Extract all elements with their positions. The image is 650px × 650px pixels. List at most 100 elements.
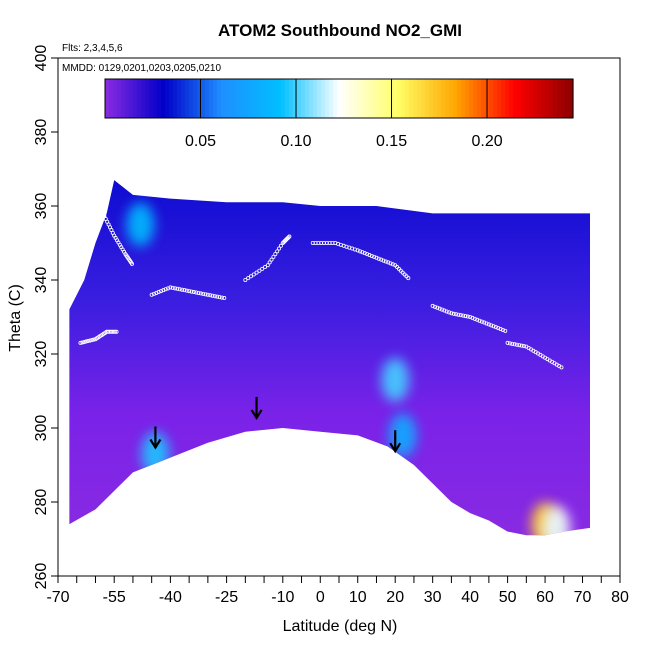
colorbar-swatch bbox=[117, 79, 122, 118]
profile-point bbox=[243, 277, 248, 282]
profile-point bbox=[437, 306, 442, 311]
colorbar-swatch bbox=[249, 79, 254, 118]
flight-profile bbox=[243, 234, 292, 282]
colorbar-swatch bbox=[357, 79, 362, 118]
profile-point bbox=[372, 254, 377, 259]
colorbar-swatch bbox=[309, 79, 314, 118]
colorbar-swatch bbox=[509, 79, 514, 118]
colorbar-swatch bbox=[185, 79, 190, 118]
profile-point bbox=[275, 249, 280, 254]
colorbar-swatch bbox=[365, 79, 370, 118]
colorbar-swatch bbox=[253, 79, 258, 118]
profile-point bbox=[503, 328, 508, 333]
colorbar-swatch bbox=[441, 79, 446, 118]
y-axis-label: Theta (C) bbox=[7, 284, 24, 352]
colorbar-swatch bbox=[377, 79, 382, 118]
profile-point bbox=[265, 263, 270, 268]
colorbar-swatch bbox=[341, 79, 346, 118]
profile-point bbox=[468, 314, 473, 319]
flight-profiles bbox=[78, 211, 564, 370]
profile-point bbox=[430, 303, 435, 308]
profile-point bbox=[355, 248, 360, 253]
profile-point bbox=[215, 294, 220, 299]
y-tick-label: 300 bbox=[33, 415, 50, 442]
profile-point bbox=[406, 276, 411, 281]
colorbar-swatch bbox=[421, 79, 426, 118]
colorbar-swatch bbox=[217, 79, 222, 118]
x-tick-label: 70 bbox=[574, 589, 592, 606]
colorbar-swatch bbox=[273, 79, 278, 118]
colorbar-swatch bbox=[225, 79, 230, 118]
colorbar-tick-label: 0.05 bbox=[185, 133, 216, 150]
colorbar-swatch bbox=[521, 79, 526, 118]
profile-point bbox=[277, 246, 282, 251]
colorbar-swatch bbox=[153, 79, 158, 118]
down-arrow bbox=[149, 426, 162, 450]
colorbar-swatch bbox=[161, 79, 166, 118]
profile-point bbox=[129, 261, 134, 266]
x-tick-label: -40 bbox=[159, 589, 182, 606]
colorbar-swatch bbox=[285, 79, 290, 118]
profile-point bbox=[358, 249, 363, 254]
profile-point bbox=[212, 294, 217, 299]
profile-point bbox=[254, 270, 259, 275]
colorbar-swatch bbox=[361, 79, 366, 118]
colorbar-swatch bbox=[533, 79, 538, 118]
profile-point bbox=[89, 338, 94, 343]
y-tick-label: 280 bbox=[33, 489, 50, 516]
profile-point bbox=[84, 339, 89, 344]
profile-point bbox=[210, 293, 215, 298]
x-tick-label: -10 bbox=[271, 589, 294, 606]
colorbar-swatch bbox=[329, 79, 334, 118]
profile-point bbox=[286, 235, 291, 240]
colorbar-swatch bbox=[265, 79, 270, 118]
y-tick-label: 340 bbox=[33, 267, 50, 294]
colorbar-swatch bbox=[317, 79, 322, 118]
colorbar-swatch bbox=[113, 79, 118, 118]
colorbar-swatch bbox=[449, 79, 454, 118]
profile-point bbox=[248, 274, 253, 279]
profile-point bbox=[267, 260, 272, 265]
field-feature bbox=[388, 413, 417, 458]
colorbar-swatch bbox=[141, 79, 146, 118]
colorbar-swatch bbox=[201, 79, 206, 118]
flight-profile bbox=[149, 285, 227, 301]
colorbar-swatch bbox=[537, 79, 542, 118]
profile-point bbox=[189, 289, 194, 294]
arrow-head bbox=[250, 409, 263, 420]
colorbar-swatch bbox=[305, 79, 310, 118]
profile-point bbox=[477, 318, 482, 323]
profile-point bbox=[173, 286, 178, 291]
colorbar-swatch bbox=[369, 79, 374, 118]
profile-point bbox=[82, 339, 87, 344]
colorbar-swatch bbox=[301, 79, 306, 118]
colorbar-swatch bbox=[401, 79, 406, 118]
profile-point bbox=[114, 329, 119, 334]
profile-point bbox=[507, 341, 512, 346]
profile-point bbox=[463, 314, 468, 319]
profile-point bbox=[80, 340, 85, 345]
marker-arrows bbox=[149, 396, 402, 454]
colorbar-swatch bbox=[181, 79, 186, 118]
colorbar-swatch bbox=[385, 79, 390, 118]
profile-point bbox=[498, 327, 503, 332]
profile-point bbox=[519, 343, 524, 348]
profile-point bbox=[222, 296, 227, 301]
flights-label: Flts: 2,3,4,5,6 bbox=[62, 43, 123, 54]
profile-point bbox=[271, 254, 276, 259]
profile-point bbox=[219, 295, 224, 300]
colorbar-swatch bbox=[353, 79, 358, 118]
colorbar-swatch bbox=[345, 79, 350, 118]
colorbar-tick-label: 0.20 bbox=[471, 133, 502, 150]
x-tick-label: 50 bbox=[499, 589, 517, 606]
profile-point bbox=[517, 343, 522, 348]
profile-point bbox=[78, 340, 83, 345]
down-arrow bbox=[250, 396, 263, 420]
colorbar-swatch bbox=[277, 79, 282, 118]
profile-point bbox=[159, 289, 164, 294]
chart-title: ATOM2 Southbound NO2_GMI bbox=[218, 21, 462, 40]
profile-point bbox=[482, 320, 487, 325]
profile-point bbox=[486, 322, 491, 327]
colorbar-swatch bbox=[157, 79, 162, 118]
profile-point bbox=[514, 342, 519, 347]
